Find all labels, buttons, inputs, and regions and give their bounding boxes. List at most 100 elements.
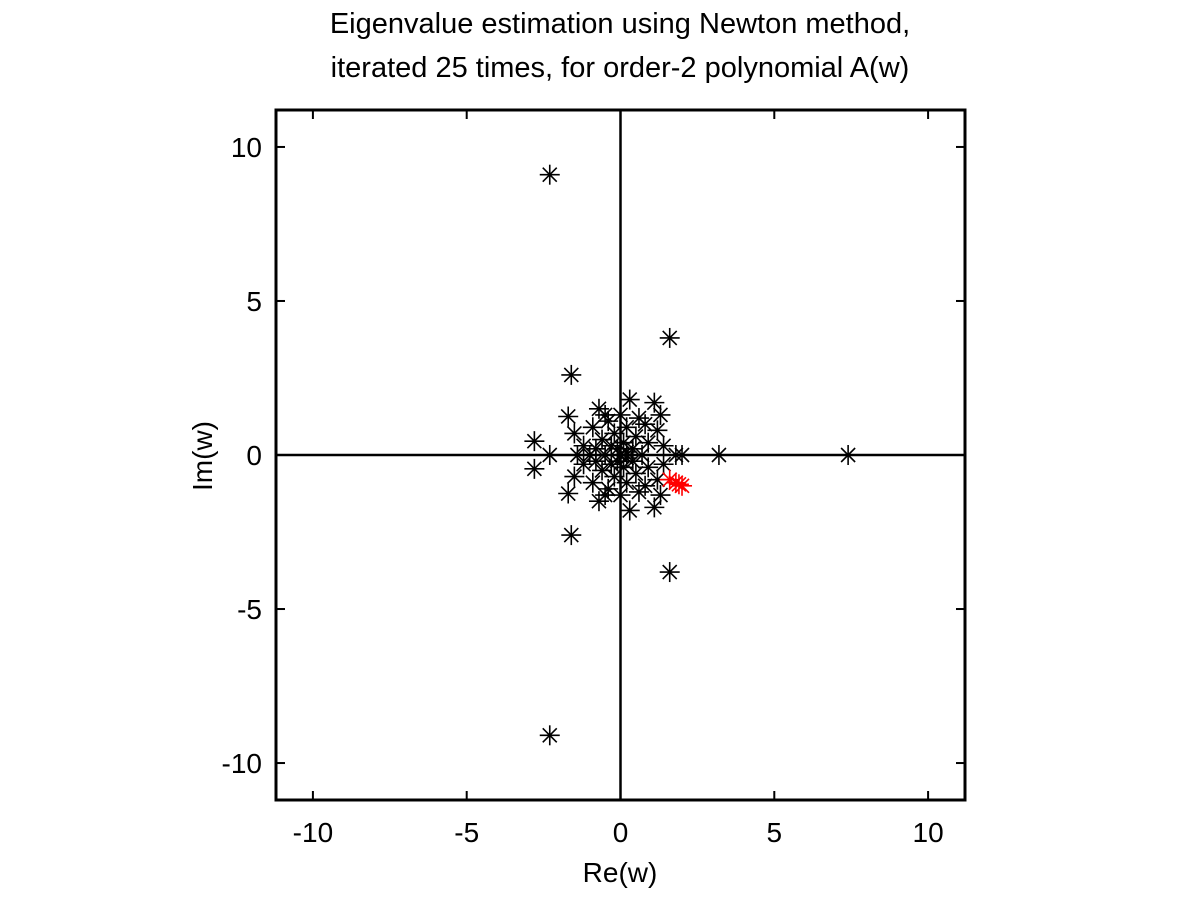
x-tick-label: -5 <box>454 817 479 848</box>
data-point <box>564 423 585 444</box>
data-point-stroke <box>526 433 542 449</box>
data-point <box>564 466 585 487</box>
data-point-stroke <box>560 408 576 425</box>
data-point-stroke <box>576 438 592 454</box>
y-tick-label: 10 <box>231 132 262 163</box>
data-point-stroke <box>619 419 635 435</box>
x-tick-label: 5 <box>767 817 783 848</box>
data-point-stroke <box>637 478 653 494</box>
data-point-stroke <box>609 453 625 469</box>
data-point <box>672 475 693 496</box>
data-point <box>653 454 674 475</box>
x-axis-label: Re(w) <box>583 857 658 888</box>
data-point <box>619 500 640 521</box>
data-point <box>607 451 628 472</box>
data-point <box>625 463 646 484</box>
y-tick-label: 0 <box>246 440 262 471</box>
data-point-stroke <box>662 564 678 580</box>
data-point-stroke <box>628 428 644 445</box>
data-point <box>524 458 545 479</box>
data-point <box>665 472 686 493</box>
data-point <box>567 445 588 465</box>
data-point-stroke <box>542 447 558 463</box>
data-point <box>659 562 680 583</box>
data-point <box>582 472 603 493</box>
data-point <box>585 451 606 472</box>
data-point <box>838 445 859 465</box>
data-point-stroke <box>563 527 579 543</box>
data-point-stroke <box>655 456 672 472</box>
data-point-stroke <box>560 485 576 502</box>
data-point-stroke <box>649 422 665 438</box>
data-point <box>659 327 680 348</box>
data-point-stroke <box>662 472 678 488</box>
data-point-stroke <box>637 416 653 432</box>
data-point-stroke <box>542 167 558 183</box>
y-tick-label: -10 <box>222 748 262 779</box>
data-point-stroke <box>622 391 638 408</box>
data-point-stroke <box>612 487 629 503</box>
data-point <box>573 454 594 475</box>
data-point <box>635 475 656 496</box>
data-point-stroke <box>671 476 687 492</box>
data-point <box>653 435 674 456</box>
data-point-stroke <box>649 472 665 488</box>
data-point <box>638 432 659 453</box>
data-point-stroke <box>840 447 856 463</box>
data-point-stroke <box>585 475 601 491</box>
data-point <box>616 417 637 438</box>
chart-title-line-1: Eigenvalue estimation using Newton metho… <box>329 8 911 40</box>
data-point-stroke <box>594 462 610 478</box>
data-point <box>561 525 582 546</box>
data-point-stroke <box>625 453 641 469</box>
data-point <box>659 469 680 490</box>
data-point-stroke <box>674 478 690 494</box>
data-point-stroke <box>622 502 638 519</box>
data-point-stroke <box>628 465 644 482</box>
data-point <box>539 725 560 746</box>
data-point-stroke <box>594 432 610 448</box>
data-point-stroke <box>597 407 613 423</box>
data-point-stroke <box>640 459 656 475</box>
data-point-stroke <box>566 468 582 485</box>
data-point-stroke <box>652 487 669 503</box>
data-point <box>558 406 579 427</box>
data-point-stroke <box>652 407 669 423</box>
data-point-stroke <box>597 447 613 463</box>
data-point-stroke <box>668 447 684 463</box>
data-point-stroke <box>662 330 678 346</box>
data-point <box>625 426 646 447</box>
data-point-stroke <box>600 413 616 429</box>
data-point-stroke <box>646 499 662 515</box>
data-point-stroke <box>619 450 635 466</box>
y-axis-label: Im(w) <box>187 421 218 491</box>
data-point <box>539 164 560 185</box>
data-point-stroke <box>597 487 613 503</box>
data-point-stroke <box>668 475 684 491</box>
data-point <box>665 445 686 465</box>
x-tick-label: -10 <box>293 817 333 848</box>
data-point-stroke <box>609 441 625 457</box>
data-point-stroke <box>612 407 629 423</box>
axis-ticks: -10 -5 0 5 10 -10 -5 0 5 10 <box>222 110 965 848</box>
data-point-stroke <box>542 727 558 743</box>
data-point <box>635 414 656 435</box>
chart-title-line-2: iterated 25 times, for order-2 polynomia… <box>330 52 910 84</box>
data-point <box>558 483 579 504</box>
data-point-stroke <box>655 438 672 454</box>
data-point <box>573 435 594 456</box>
data-point <box>619 389 640 410</box>
data-point-stroke <box>585 419 601 435</box>
data-point <box>524 431 545 452</box>
data-point <box>595 485 616 506</box>
data-point-stroke <box>634 447 650 463</box>
y-tick-label: -5 <box>237 594 262 625</box>
data-point <box>539 445 560 465</box>
x-tick-label: 10 <box>913 817 944 848</box>
data-point <box>595 404 616 425</box>
data-point-stroke <box>563 367 579 383</box>
x-tick-label: 0 <box>613 817 629 848</box>
data-point <box>582 417 603 438</box>
data-point-stroke <box>640 435 656 451</box>
data-point-stroke <box>711 447 727 463</box>
